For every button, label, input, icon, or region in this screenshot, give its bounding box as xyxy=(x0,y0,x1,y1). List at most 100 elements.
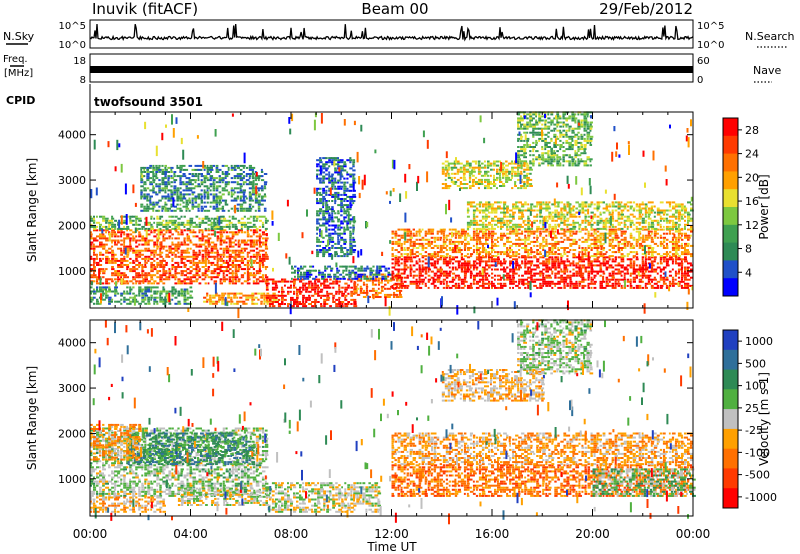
data-cell xyxy=(587,238,591,241)
data-cell xyxy=(312,277,316,280)
data-cell xyxy=(322,210,327,213)
nsky-trace xyxy=(89,23,694,42)
data-cell xyxy=(215,187,219,190)
data-cell xyxy=(274,301,279,303)
data-cell xyxy=(213,245,218,248)
data-cell xyxy=(111,255,115,258)
data-cell xyxy=(337,163,340,166)
data-cell xyxy=(215,292,218,295)
data-cell xyxy=(506,266,509,269)
data-cell xyxy=(306,273,310,276)
data-cell xyxy=(102,282,105,285)
data-cell xyxy=(536,234,538,237)
data-cell xyxy=(542,284,545,287)
data-cell xyxy=(380,285,385,288)
data-cell xyxy=(231,237,234,240)
data-cell xyxy=(584,238,589,241)
data-cell xyxy=(291,271,295,274)
data-cell xyxy=(174,268,178,271)
data-cell xyxy=(135,241,138,244)
data-cell xyxy=(143,166,147,169)
data-cell xyxy=(195,264,199,266)
data-cell xyxy=(542,244,546,247)
data-cell xyxy=(195,225,199,228)
data-cell xyxy=(191,201,194,204)
data-cell xyxy=(530,274,534,277)
data-cell xyxy=(126,229,128,232)
data-cell xyxy=(387,287,391,290)
data-cell xyxy=(575,286,579,289)
data-cell xyxy=(321,273,325,276)
data-cell xyxy=(153,243,157,246)
data-cell xyxy=(632,260,636,263)
data-cell xyxy=(140,205,143,208)
data-cell xyxy=(152,187,155,190)
data-cell xyxy=(548,247,552,249)
data-cell xyxy=(305,282,308,285)
data-cell xyxy=(117,259,121,262)
data-cell xyxy=(509,236,511,239)
data-cell xyxy=(255,241,258,244)
data-cell xyxy=(442,258,447,261)
data-cell xyxy=(228,221,233,224)
data-cell xyxy=(132,261,136,264)
data-cell xyxy=(421,247,425,249)
data-cell xyxy=(674,240,678,243)
data-cell xyxy=(234,243,238,246)
data-cell xyxy=(475,203,480,206)
data-cell xyxy=(650,230,653,233)
data-cell xyxy=(394,268,399,271)
data-cell xyxy=(189,296,194,299)
data-cell xyxy=(150,270,154,273)
data-cell xyxy=(337,218,341,221)
data-cell xyxy=(659,255,664,258)
data-cell xyxy=(454,240,459,243)
data-cell xyxy=(415,234,418,237)
data-cell xyxy=(400,228,404,231)
data-cell xyxy=(632,270,637,273)
data-cell xyxy=(204,217,208,220)
data-cell xyxy=(186,219,191,222)
data-cell xyxy=(129,280,133,283)
data-cell xyxy=(365,285,369,288)
data-cell xyxy=(463,230,467,233)
data-cell xyxy=(518,266,522,269)
data-cell xyxy=(176,203,179,206)
data-cell xyxy=(346,187,349,190)
data-cell xyxy=(671,278,675,281)
data-cell xyxy=(340,200,343,202)
data-cell xyxy=(653,268,658,271)
data-cell xyxy=(430,270,434,273)
data-cell xyxy=(551,264,555,267)
data-cell xyxy=(245,183,250,186)
data-cell xyxy=(494,215,498,218)
data-cell xyxy=(340,232,344,235)
data-cell xyxy=(617,251,621,254)
data-cell xyxy=(168,229,172,232)
data-cell xyxy=(548,242,552,245)
data-cell xyxy=(171,288,176,291)
data-cell xyxy=(503,242,507,245)
data-cell xyxy=(442,234,446,237)
data-cell xyxy=(368,275,372,278)
data-cell xyxy=(90,296,94,299)
data-cell xyxy=(249,257,252,260)
data-cell xyxy=(271,296,276,299)
data-cell xyxy=(626,264,631,267)
data-cell xyxy=(147,282,150,285)
data-cell xyxy=(155,193,159,196)
data-cell xyxy=(415,268,419,271)
data-cell xyxy=(430,230,434,233)
data-cell xyxy=(623,244,627,247)
data-cell xyxy=(593,280,597,283)
data-cell xyxy=(563,253,567,256)
data-cell xyxy=(572,253,576,256)
data-cell xyxy=(174,261,179,264)
data-cell xyxy=(644,274,648,277)
data-cell xyxy=(460,258,465,261)
data-cell xyxy=(159,290,163,293)
data-cell xyxy=(165,300,168,303)
data-cell xyxy=(599,234,603,237)
data-cell xyxy=(656,266,661,269)
data-cell xyxy=(662,253,667,256)
